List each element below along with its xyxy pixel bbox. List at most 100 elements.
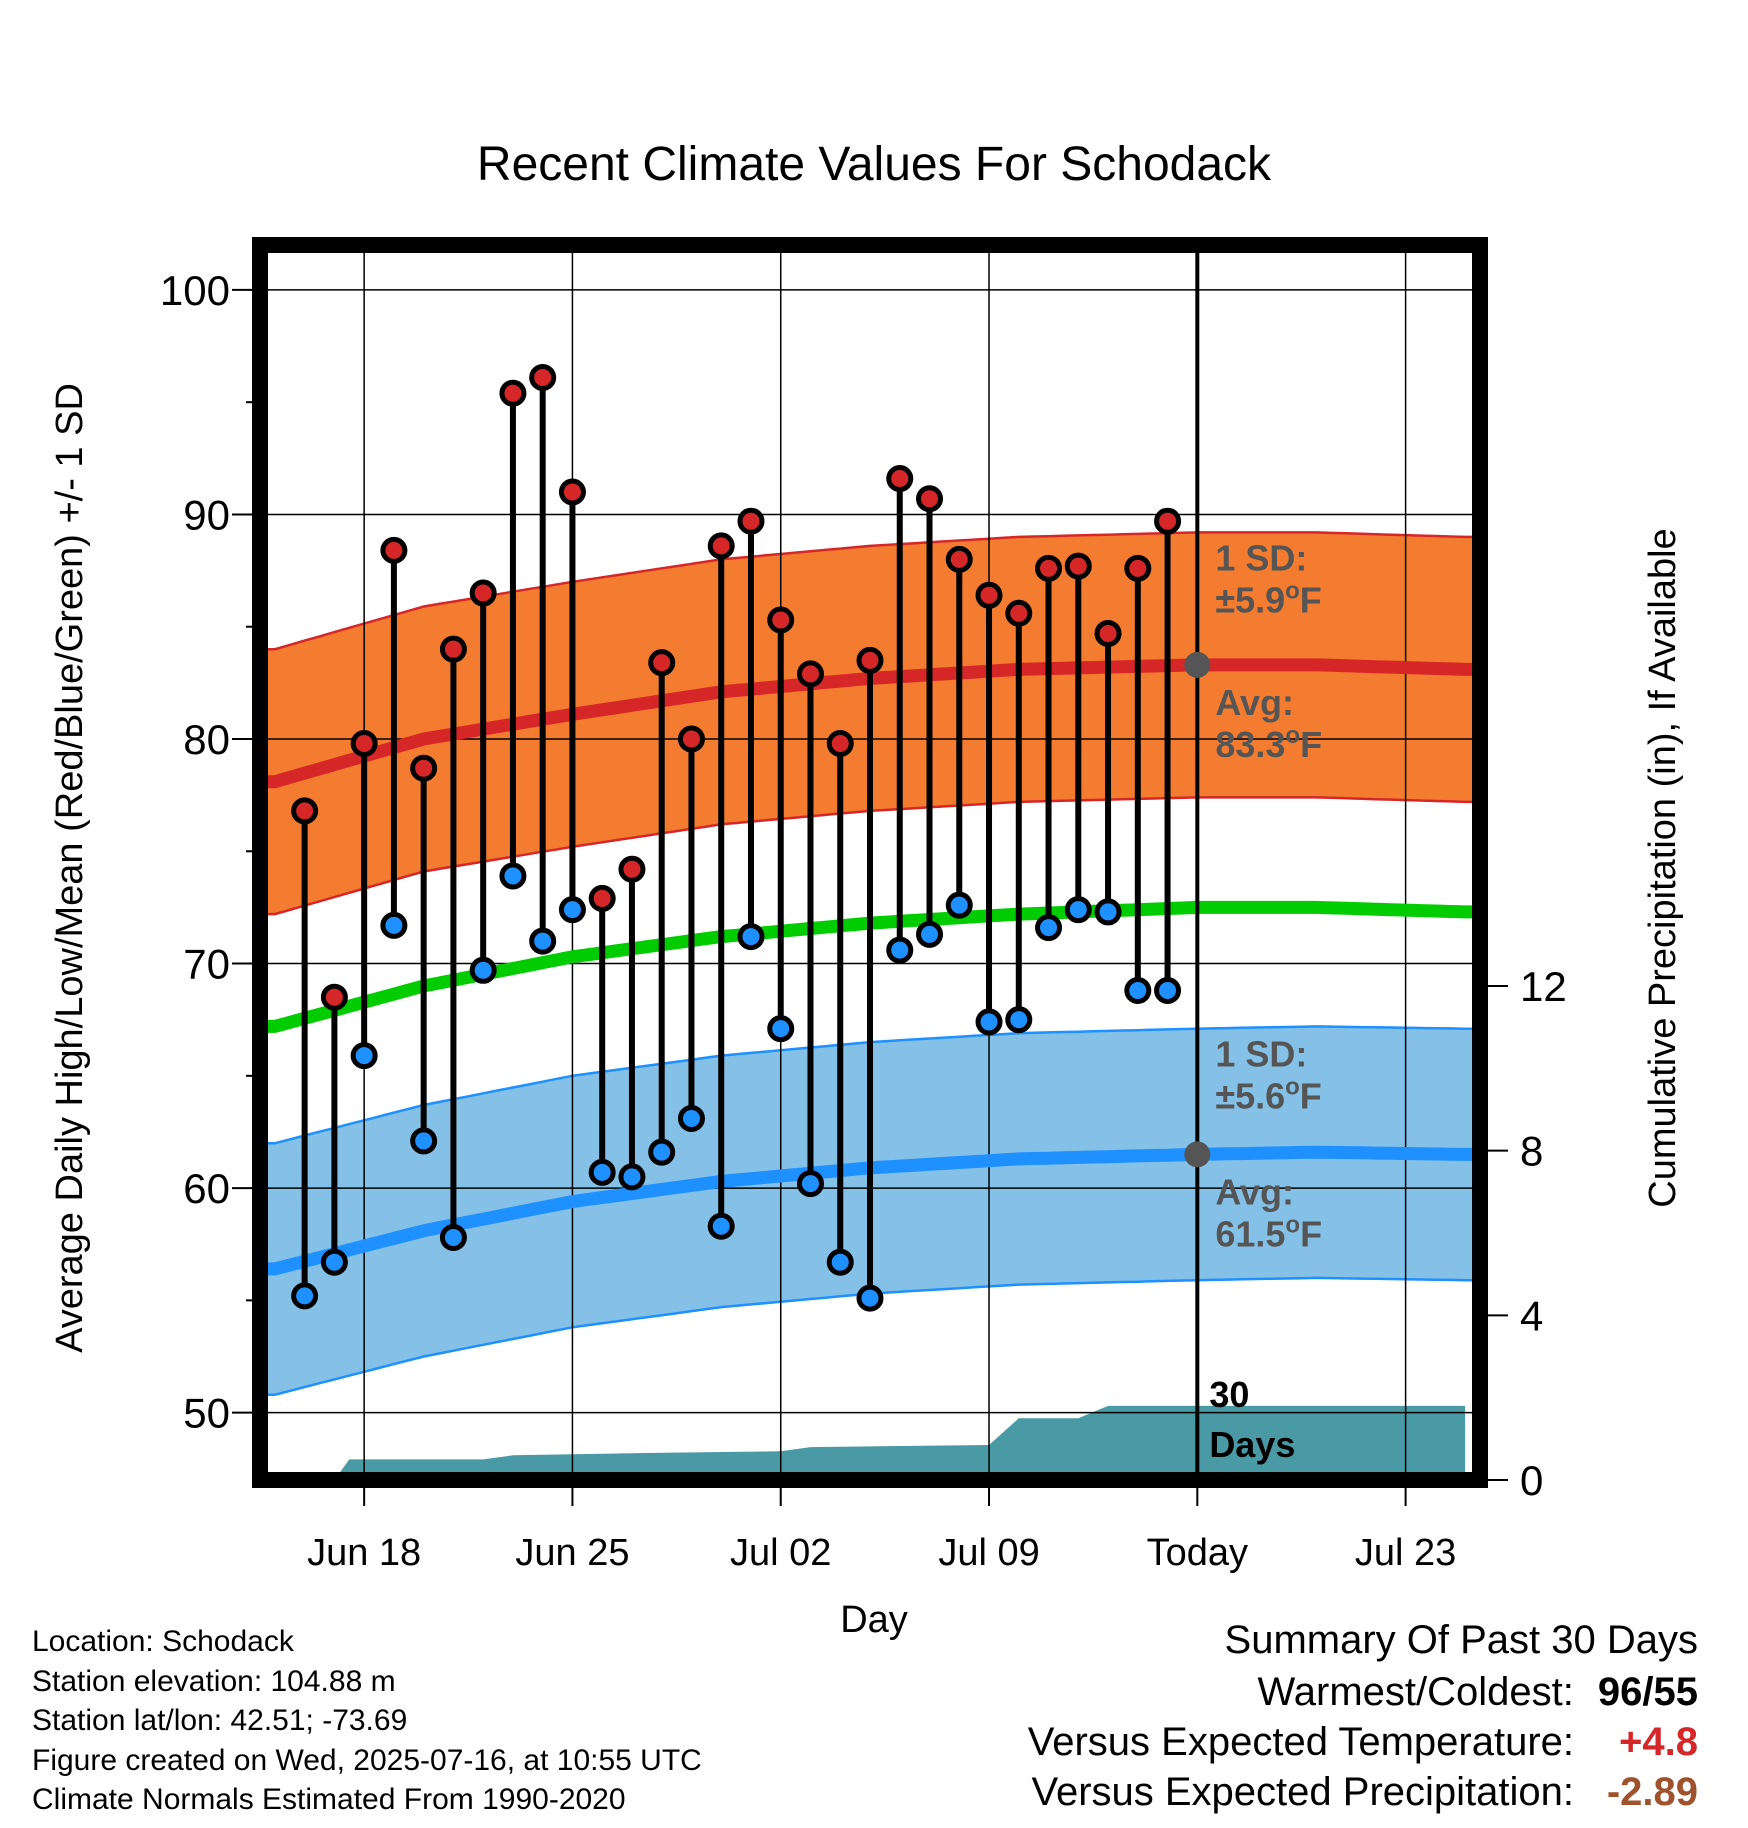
daily-high-point <box>529 363 557 391</box>
daily-high-point <box>1124 554 1152 582</box>
daily-high-point <box>1064 552 1092 580</box>
summary-precip-row: Versus Expected Precipitation: -2.89 <box>1028 1767 1698 1817</box>
daily-low-point <box>707 1212 735 1240</box>
daily-low-point <box>796 1170 824 1198</box>
low-sd-label-part: 1 SD: <box>1215 1034 1307 1075</box>
low-sd-value-part: F <box>1300 1076 1322 1117</box>
x-tick-label: Today <box>1147 1532 1248 1574</box>
daily-high-point <box>677 725 705 753</box>
daily-high-point <box>499 379 527 407</box>
summary-precip-value: -2.89 <box>1606 1770 1698 1814</box>
location-text: Location: Schodack <box>32 1625 294 1658</box>
x-tick-label: Jun 18 <box>307 1532 421 1574</box>
summary-warmest-row: Warmest/Coldest: 96/55 <box>1028 1667 1698 1717</box>
daily-low-point <box>291 1282 319 1310</box>
daily-low-point <box>410 1127 438 1155</box>
normal-high-band-upper <box>260 531 1480 651</box>
daily-high-point <box>439 635 467 663</box>
normals-text: Climate Normals Estimated From 1990-2020 <box>32 1783 626 1816</box>
precip-days-label-2: Days <box>1209 1424 1295 1465</box>
daily-low-point <box>916 920 944 948</box>
daily-low-point <box>737 923 765 951</box>
high-sd-label-part: 1 SD: <box>1215 537 1307 578</box>
low-sd-value: ±5.6oF <box>1215 1074 1321 1117</box>
x-tick-label: Jul 02 <box>730 1532 831 1574</box>
high-sd-value-part: F <box>1300 579 1322 620</box>
low-avg-value-part: 61.5 <box>1215 1213 1285 1254</box>
daily-low-point <box>529 927 557 955</box>
summary-precip-label: Versus Expected Precipitation: <box>1031 1770 1574 1814</box>
high-sd-value-part: ±5.9 <box>1215 579 1285 620</box>
daily-high-point <box>796 660 824 688</box>
daily-low-point <box>380 911 408 939</box>
daily-high-point <box>916 485 944 513</box>
daily-high-point <box>588 884 616 912</box>
daily-high-point <box>350 729 378 757</box>
low-avg-value-part: F <box>1300 1213 1322 1254</box>
daily-low-point <box>1035 914 1063 942</box>
elevation-text: Station elevation: 104.88 m <box>32 1664 396 1698</box>
daily-high-point <box>826 729 854 757</box>
daily-low-point <box>1154 976 1182 1004</box>
daily-high-point <box>886 465 914 493</box>
y2-tick-label: 8 <box>1520 1128 1543 1175</box>
high-avg-value: 83.3oF <box>1215 722 1322 765</box>
daily-low-point <box>767 1015 795 1043</box>
daily-high-point <box>1094 619 1122 647</box>
summary-warmest-label: Warmest/Coldest: <box>1257 1670 1574 1714</box>
daily-low-point <box>677 1104 705 1132</box>
summary-temp-value: +4.8 <box>1619 1720 1698 1764</box>
high-avg-label: Avg: <box>1215 682 1294 723</box>
daily-low-point <box>975 1008 1003 1036</box>
x-axis-label: Day <box>840 1599 908 1641</box>
daily-low-point <box>1094 898 1122 926</box>
y-tick-label: 50 <box>183 1390 230 1437</box>
daily-high-point <box>380 536 408 564</box>
summary-temp-label: Versus Expected Temperature: <box>1027 1720 1574 1764</box>
station-info: Location: Schodack Station elevation: 10… <box>32 1622 702 1820</box>
summary-temp-row: Versus Expected Temperature: +4.8 <box>1028 1717 1698 1767</box>
y2-tick-label: 0 <box>1520 1457 1543 1504</box>
precip-days-label-2-part: Days <box>1209 1424 1295 1465</box>
x-tick-label: Jul 23 <box>1355 1532 1456 1574</box>
low-sd-value-part: ±5.6 <box>1215 1076 1285 1117</box>
daily-high-point <box>1154 507 1182 535</box>
y-tick-label: 90 <box>183 491 230 538</box>
daily-low-point <box>1064 896 1092 924</box>
high-sd-value: ±5.9oF <box>1215 577 1321 620</box>
high-avg-value-part: o <box>1285 722 1300 749</box>
daily-low-point <box>648 1138 676 1166</box>
daily-high-point <box>648 649 676 677</box>
daily-high-point <box>856 646 884 674</box>
daily-low-point <box>886 936 914 964</box>
high-avg-value-part: F <box>1300 724 1322 765</box>
daily-low-point <box>439 1223 467 1251</box>
latlon-text: Station lat/lon: 42.51; -73.69 <box>32 1704 408 1737</box>
daily-low-point <box>588 1158 616 1186</box>
precip-days-label-1: 30 <box>1209 1374 1249 1415</box>
daily-high-point <box>469 579 497 607</box>
daily-low-point <box>618 1163 646 1191</box>
daily-low-point <box>350 1042 378 1070</box>
plot-frame <box>252 237 1488 1488</box>
summary-panel: Summary Of Past 30 Days Warmest/Coldest:… <box>1028 1615 1698 1817</box>
created-text: Figure created on Wed, 2025-07-16, at 10… <box>32 1743 702 1777</box>
y-tick-label: 80 <box>183 716 230 763</box>
daily-low-point <box>499 862 527 890</box>
low-avg-label: Avg: <box>1215 1171 1294 1212</box>
x-tick-label: Jul 09 <box>938 1532 1039 1574</box>
summary-title: Summary Of Past 30 Days <box>1224 1618 1698 1662</box>
low-sd-value-part: o <box>1285 1074 1300 1101</box>
daily-high-point <box>707 532 735 560</box>
low-avg-value-part: o <box>1285 1211 1300 1238</box>
y2-tick-label: 12 <box>1520 963 1567 1010</box>
daily-high-point <box>767 606 795 634</box>
daily-high-point <box>1005 599 1033 627</box>
low-avg-value: 61.5oF <box>1215 1211 1322 1254</box>
daily-low-point <box>320 1248 348 1276</box>
today-low-avg-marker <box>1184 1141 1211 1168</box>
daily-low-point <box>1124 976 1152 1004</box>
high-sd-label: 1 SD: <box>1215 537 1307 578</box>
